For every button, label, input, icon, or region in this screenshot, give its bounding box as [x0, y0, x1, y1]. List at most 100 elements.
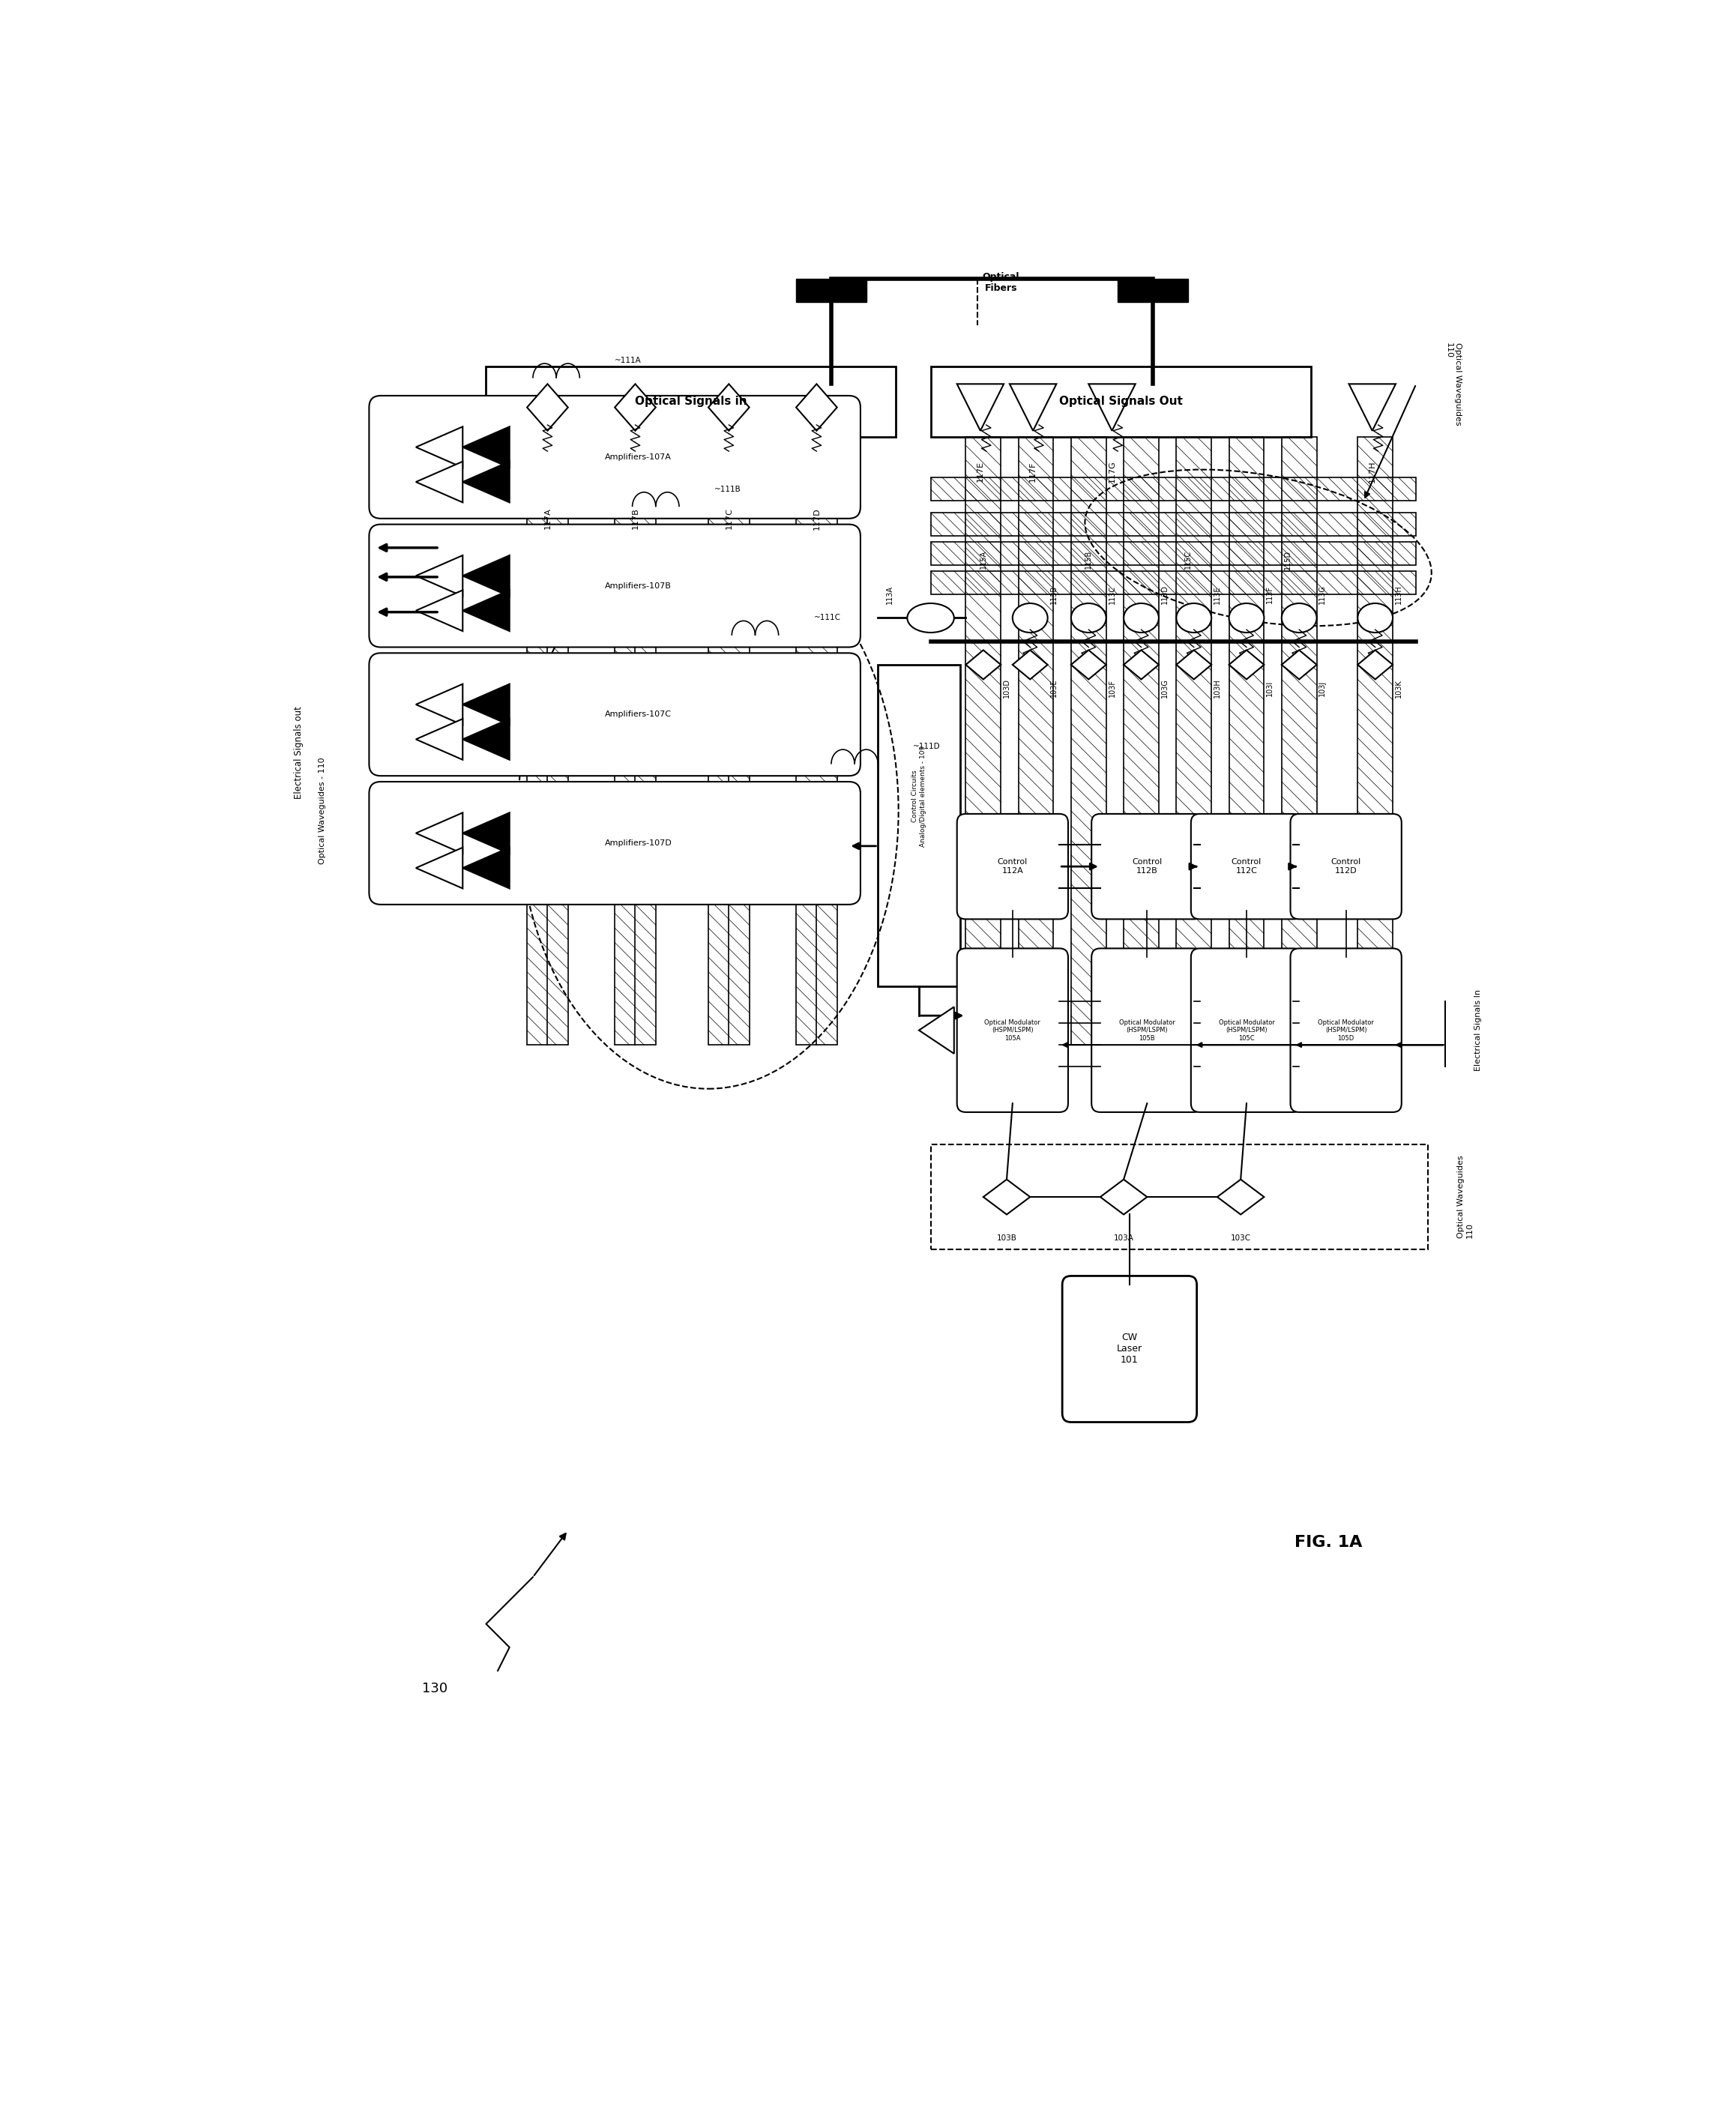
Polygon shape: [417, 555, 464, 596]
Text: 103G: 103G: [1161, 679, 1168, 698]
Polygon shape: [417, 719, 464, 759]
Text: Optical Signals in: Optical Signals in: [635, 396, 746, 406]
Text: 113E: 113E: [1213, 585, 1220, 604]
Polygon shape: [1229, 651, 1264, 679]
Bar: [1123, 436, 1160, 1044]
Text: 103I: 103I: [1266, 681, 1274, 696]
Text: Optical Waveguides - 110: Optical Waveguides - 110: [318, 757, 326, 864]
Polygon shape: [965, 651, 1002, 679]
Text: Amplifiers-107A: Amplifiers-107A: [604, 453, 672, 462]
FancyBboxPatch shape: [370, 653, 861, 776]
Text: Optical Modulator
(HSPM/LSPM)
105B: Optical Modulator (HSPM/LSPM) 105B: [1120, 1019, 1175, 1042]
Bar: [930, 542, 1417, 566]
Ellipse shape: [1177, 604, 1212, 632]
Text: 113H: 113H: [1394, 585, 1403, 604]
Polygon shape: [1217, 1178, 1264, 1215]
Bar: [1019, 436, 1054, 1044]
Polygon shape: [417, 847, 464, 889]
Polygon shape: [1281, 651, 1316, 679]
Text: 115A: 115A: [979, 551, 988, 568]
FancyBboxPatch shape: [370, 396, 861, 519]
Text: 117D: 117D: [812, 508, 821, 530]
FancyBboxPatch shape: [1290, 815, 1401, 919]
Polygon shape: [797, 385, 837, 432]
FancyBboxPatch shape: [1191, 815, 1302, 919]
Polygon shape: [528, 385, 568, 432]
Bar: [528, 436, 568, 1044]
Text: 117E: 117E: [977, 462, 984, 483]
Text: Optical Waveguides
110: Optical Waveguides 110: [1457, 1155, 1474, 1238]
Text: 103C: 103C: [1231, 1234, 1252, 1242]
Text: 117G: 117G: [1108, 462, 1116, 483]
FancyBboxPatch shape: [957, 815, 1068, 919]
Ellipse shape: [1281, 604, 1316, 632]
Polygon shape: [464, 719, 509, 759]
FancyBboxPatch shape: [1092, 949, 1203, 1112]
Text: 103B: 103B: [996, 1234, 1017, 1242]
FancyBboxPatch shape: [370, 525, 861, 647]
Text: Control
112B: Control 112B: [1132, 859, 1161, 874]
FancyBboxPatch shape: [1191, 949, 1302, 1112]
Text: 113A: 113A: [885, 585, 894, 604]
Text: Optical Modulator
(HSPM/LSPM)
105C: Optical Modulator (HSPM/LSPM) 105C: [1219, 1019, 1274, 1042]
Polygon shape: [1012, 651, 1047, 679]
Polygon shape: [417, 589, 464, 632]
Polygon shape: [464, 847, 509, 889]
Polygon shape: [1071, 651, 1106, 679]
Text: 103J: 103J: [1319, 681, 1326, 696]
Bar: [878, 666, 960, 987]
Bar: [930, 1144, 1427, 1249]
Ellipse shape: [1012, 604, 1047, 632]
Polygon shape: [1358, 651, 1392, 679]
Text: 113G: 113G: [1319, 585, 1326, 604]
Bar: [1358, 436, 1392, 1044]
Text: Electrical Signals In: Electrical Signals In: [1474, 989, 1483, 1072]
FancyBboxPatch shape: [370, 783, 861, 904]
Text: Optical Modulator
(HSPM/LSPM)
105A: Optical Modulator (HSPM/LSPM) 105A: [984, 1019, 1040, 1042]
Text: 103D: 103D: [1003, 679, 1010, 698]
Polygon shape: [464, 462, 509, 502]
Bar: [1118, 279, 1187, 302]
Text: Amplifiers-107B: Amplifiers-107B: [604, 583, 672, 589]
Bar: [1071, 436, 1106, 1044]
Text: 113D: 113D: [1161, 585, 1168, 604]
Bar: [708, 436, 750, 1044]
Bar: [965, 436, 1002, 1044]
Text: 113C: 113C: [1108, 585, 1116, 604]
Polygon shape: [417, 462, 464, 502]
Text: CW
Laser
101: CW Laser 101: [1116, 1334, 1142, 1366]
Bar: [486, 366, 896, 436]
Bar: [1177, 436, 1212, 1044]
Ellipse shape: [1229, 604, 1264, 632]
Polygon shape: [918, 1006, 955, 1053]
Text: ~111D: ~111D: [913, 742, 941, 751]
Ellipse shape: [908, 604, 955, 632]
Text: Optical Waveguides
110: Optical Waveguides 110: [1446, 342, 1462, 425]
FancyBboxPatch shape: [1290, 949, 1401, 1112]
Text: Control
112C: Control 112C: [1231, 859, 1262, 874]
Bar: [1229, 436, 1264, 1044]
Text: 115D: 115D: [1283, 549, 1292, 570]
Text: 117B: 117B: [632, 508, 639, 530]
Text: Optical Signals Out: Optical Signals Out: [1059, 396, 1182, 406]
Text: 103A: 103A: [1113, 1234, 1134, 1242]
Ellipse shape: [1123, 604, 1160, 632]
Bar: [797, 436, 837, 1044]
Text: 113B: 113B: [1050, 585, 1057, 604]
Text: ~111C: ~111C: [814, 615, 840, 621]
Text: 115B: 115B: [1085, 551, 1092, 568]
Polygon shape: [464, 589, 509, 632]
Text: 113F: 113F: [1266, 585, 1274, 604]
Text: 130: 130: [422, 1682, 448, 1695]
Bar: [930, 479, 1417, 502]
Text: 103F: 103F: [1108, 679, 1116, 698]
Text: 117A: 117A: [543, 508, 552, 530]
FancyBboxPatch shape: [957, 949, 1068, 1112]
Polygon shape: [464, 555, 509, 596]
Text: 117C: 117C: [726, 508, 733, 530]
Polygon shape: [464, 685, 509, 725]
Polygon shape: [417, 428, 464, 468]
Bar: [930, 366, 1311, 436]
Polygon shape: [1177, 651, 1212, 679]
Text: 115C: 115C: [1184, 551, 1193, 568]
